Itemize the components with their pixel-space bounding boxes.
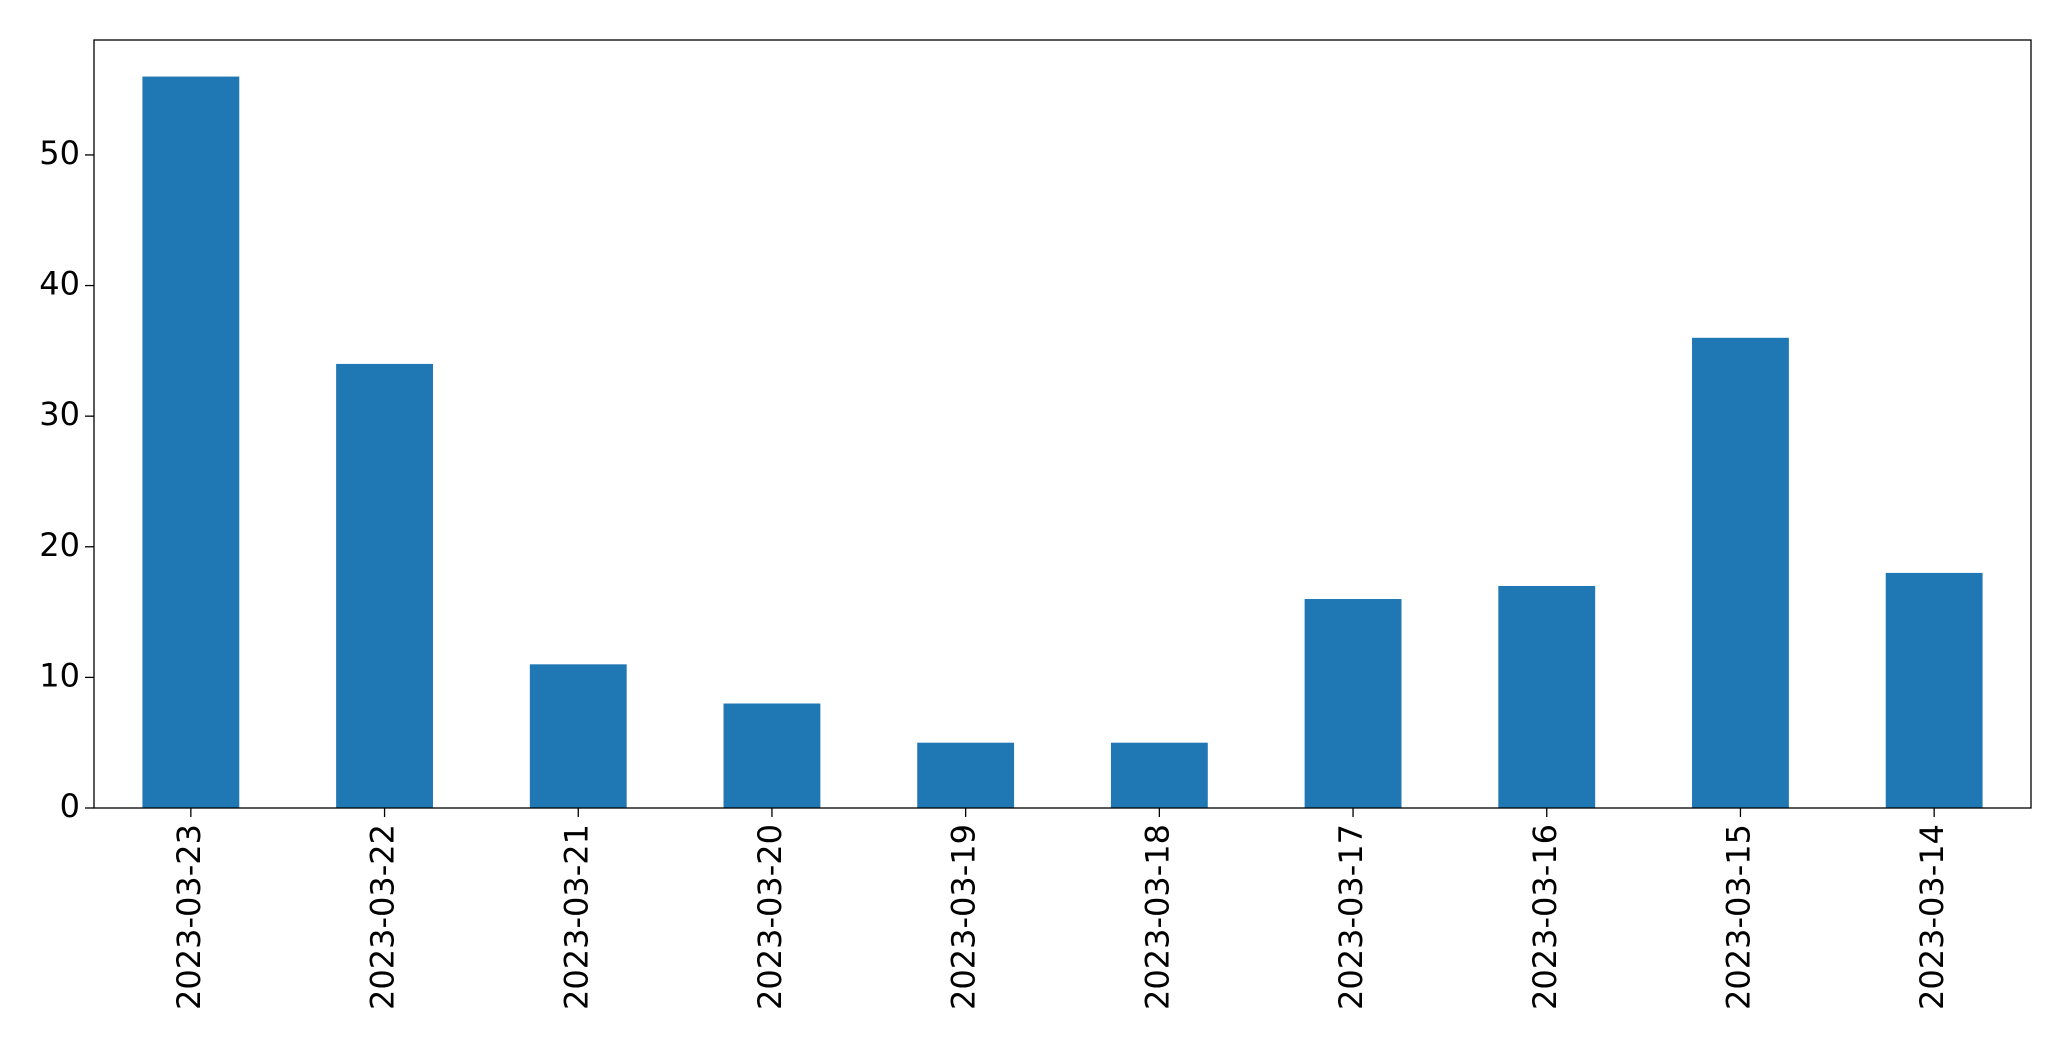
y-tick-label: 40 bbox=[39, 265, 80, 303]
x-tick-label: 2023-03-15 bbox=[1719, 824, 1757, 1010]
bar bbox=[1885, 572, 1983, 808]
bar bbox=[1692, 337, 1789, 808]
y-tick-label: 50 bbox=[39, 134, 80, 172]
bar bbox=[529, 664, 627, 808]
x-tick-label: 2023-03-19 bbox=[945, 824, 983, 1010]
bar bbox=[1304, 599, 1402, 808]
bar bbox=[336, 363, 433, 808]
x-tick-label: 2023-03-22 bbox=[364, 824, 402, 1010]
y-tick-label: 20 bbox=[39, 526, 80, 564]
y-tick-label: 30 bbox=[39, 395, 80, 433]
y-tick-label: 10 bbox=[39, 656, 80, 694]
x-tick-label: 2023-03-20 bbox=[751, 824, 789, 1010]
x-tick-label: 2023-03-16 bbox=[1526, 824, 1564, 1010]
x-tick-label: 2023-03-17 bbox=[1332, 824, 1370, 1010]
y-tick-label: 0 bbox=[60, 787, 80, 825]
bar bbox=[723, 703, 821, 808]
bar bbox=[142, 76, 240, 809]
x-tick-label: 2023-03-18 bbox=[1138, 824, 1176, 1010]
x-tick-label: 2023-03-23 bbox=[170, 824, 208, 1010]
plot-frame bbox=[93, 39, 2032, 809]
bar bbox=[1110, 742, 1208, 808]
x-tick-label: 2023-03-14 bbox=[1913, 824, 1951, 1010]
bar bbox=[917, 742, 1015, 808]
x-tick-label: 2023-03-21 bbox=[557, 824, 595, 1010]
bar bbox=[1498, 585, 1596, 808]
